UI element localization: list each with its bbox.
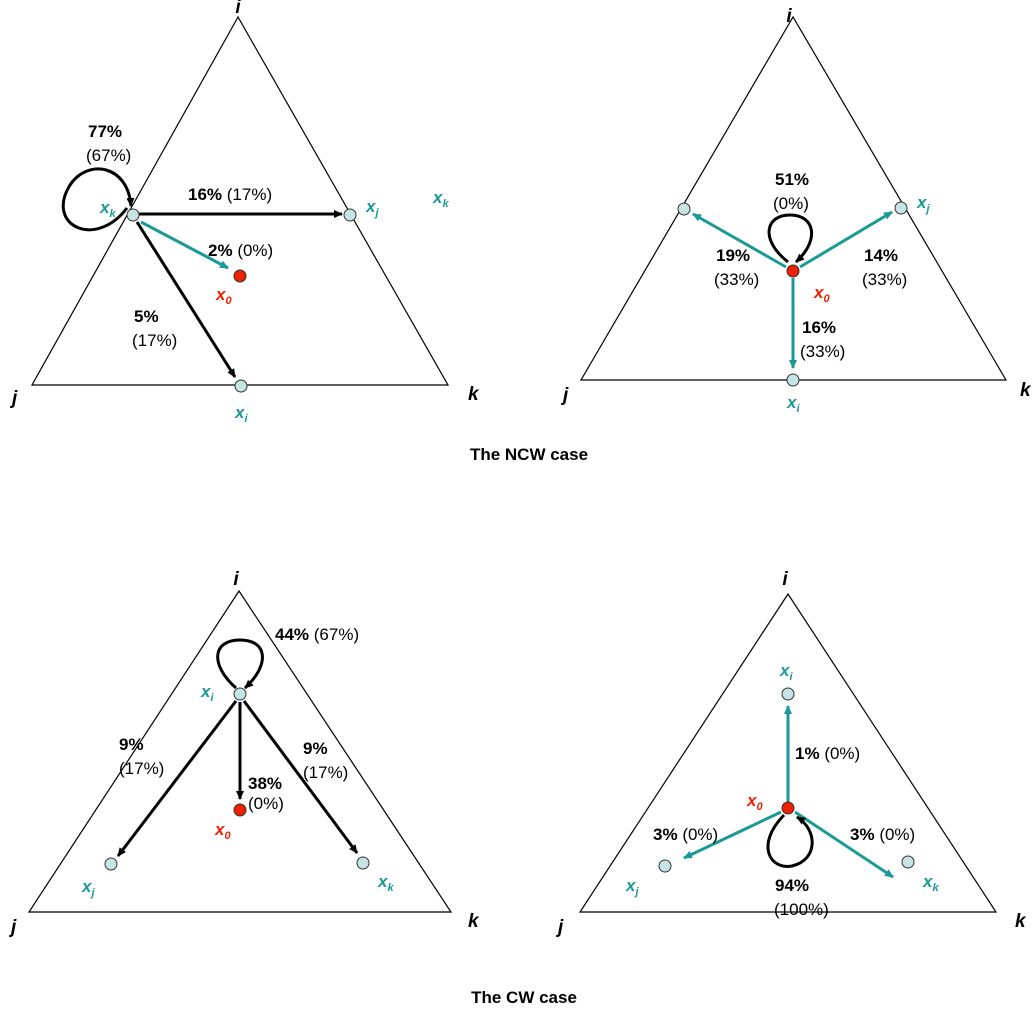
prob-to-xj: 16% (17%) xyxy=(188,185,272,204)
prob-to-xk-ref: (17%) xyxy=(303,763,348,782)
prob-self-loop: 51% xyxy=(775,170,809,189)
prob-self-loop: 77% xyxy=(88,122,122,141)
point-xi xyxy=(233,687,247,701)
point-xk xyxy=(126,208,140,222)
point-xk xyxy=(356,856,370,870)
prob-to-xj: 9% xyxy=(119,735,144,754)
point-xj xyxy=(658,859,672,873)
prob-to-xi: 16% xyxy=(802,318,836,337)
node-label-xj: xj xyxy=(916,193,930,215)
caption-cw: The CW case xyxy=(471,988,577,1007)
node-label-xi: xi xyxy=(779,661,793,683)
node-label-x0: x0 xyxy=(214,820,231,842)
prob-to-x0-ref: (0%) xyxy=(248,794,284,813)
self-loop-arrow xyxy=(216,638,264,690)
vertex-label-j: j xyxy=(8,917,17,938)
prob-to-xk: 3% (0%) xyxy=(850,825,915,844)
self-loop-arrow xyxy=(767,213,813,264)
node-label-xk: xk xyxy=(99,198,116,220)
prob-to-xj-ref: (17%) xyxy=(119,759,164,778)
arrow-x0-to-left xyxy=(692,212,787,269)
arrow-x0-to-xk xyxy=(794,810,894,879)
node-label-x0: x0 xyxy=(813,283,830,305)
prob-self-loop: 94% xyxy=(775,876,809,895)
vertex-label-k: k xyxy=(468,911,480,932)
node-label-x0: x0 xyxy=(215,285,232,307)
node-label-x0: x0 xyxy=(746,791,763,813)
vertex-label-j: j xyxy=(555,917,564,938)
self-loop-arrow xyxy=(61,167,135,232)
vertex-label-i: i xyxy=(782,569,788,590)
arrow-xi-to-xk xyxy=(242,700,359,854)
point-xj xyxy=(343,208,357,222)
point-xk xyxy=(901,855,915,869)
node-label-xj: xj xyxy=(365,197,379,219)
prob-to-left-ref: (33%) xyxy=(714,270,759,289)
prob-to-xj-ref: (33%) xyxy=(862,270,907,289)
panel-cw-right: i j k xi x0 xj xk 1% (0%) 3% (0%) 3% (0%… xyxy=(555,569,1027,938)
prob-to-xj: 14% xyxy=(864,246,898,265)
prob-to-x0: 38% xyxy=(248,774,282,793)
vertex-label-i: i xyxy=(235,0,241,18)
point-xi xyxy=(781,687,795,701)
prob-to-xk: 9% xyxy=(303,739,328,758)
prob-to-xi: 1% (0%) xyxy=(795,744,860,763)
point-xi xyxy=(234,379,248,393)
point-x0 xyxy=(781,801,795,815)
prob-to-left: 19% xyxy=(716,246,750,265)
prob-self-loop-ref: (100%) xyxy=(774,900,829,919)
panel-cw-left: i j k xi x0 xj xk 44% (67%) 9% (17%) 38%… xyxy=(8,569,480,938)
self-loop-arrow xyxy=(766,813,814,868)
node-label-xj: xj xyxy=(81,877,95,899)
simplex-triangle xyxy=(578,592,998,913)
vertex-label-k: k xyxy=(1015,911,1027,932)
arrow-x0-to-xj xyxy=(799,210,893,269)
prob-self-loop: 44% (67%) xyxy=(275,625,359,644)
point-xj xyxy=(894,201,908,215)
vertex-label-j: j xyxy=(9,388,18,409)
prob-to-xi-ref: (17%) xyxy=(132,331,177,350)
node-label-xi: xi xyxy=(786,393,800,415)
vertex-label-i: i xyxy=(233,569,239,590)
simplex-triangle xyxy=(27,589,453,913)
point-xk xyxy=(677,202,691,216)
arrow-x0-to-xj xyxy=(683,810,782,860)
node-label-xk-outside: xk xyxy=(432,188,449,210)
vertex-label-k: k xyxy=(468,384,480,405)
vertex-label-k: k xyxy=(1020,380,1032,401)
prob-self-loop-ref: (67%) xyxy=(86,146,131,165)
point-x0 xyxy=(786,264,800,278)
node-label-xk: xk xyxy=(377,872,394,894)
prob-to-xi-ref: (33%) xyxy=(800,342,845,361)
point-xj xyxy=(104,857,118,871)
panel-ncw-right: i j k xj x0 xi 51% (0%) 19% (33%) 14% (3… xyxy=(560,6,1032,415)
arrow-xk-to-xi xyxy=(135,221,237,378)
panel-ncw-left: i j k xk xj xk x0 xi 77% (67%) 16% (17%)… xyxy=(9,0,480,425)
arrow-xk-to-x0 xyxy=(140,220,229,270)
vertex-label-j: j xyxy=(560,385,569,406)
vertex-label-i: i xyxy=(786,6,792,27)
node-label-xj: xj xyxy=(625,876,639,898)
prob-to-xj: 3% (0%) xyxy=(653,825,718,844)
node-label-xk: xk xyxy=(922,872,939,894)
node-label-xi: xi xyxy=(200,682,214,704)
prob-to-xi: 5% xyxy=(134,307,159,326)
prob-self-loop-ref: (0%) xyxy=(773,194,809,213)
caption-ncw: The NCW case xyxy=(470,445,588,464)
point-x0 xyxy=(233,269,247,283)
point-x0 xyxy=(233,803,247,817)
point-xi xyxy=(786,373,800,387)
prob-to-x0: 2% (0%) xyxy=(208,241,273,260)
node-label-xi: xi xyxy=(234,403,248,425)
arrow-xi-to-xj xyxy=(116,700,238,857)
